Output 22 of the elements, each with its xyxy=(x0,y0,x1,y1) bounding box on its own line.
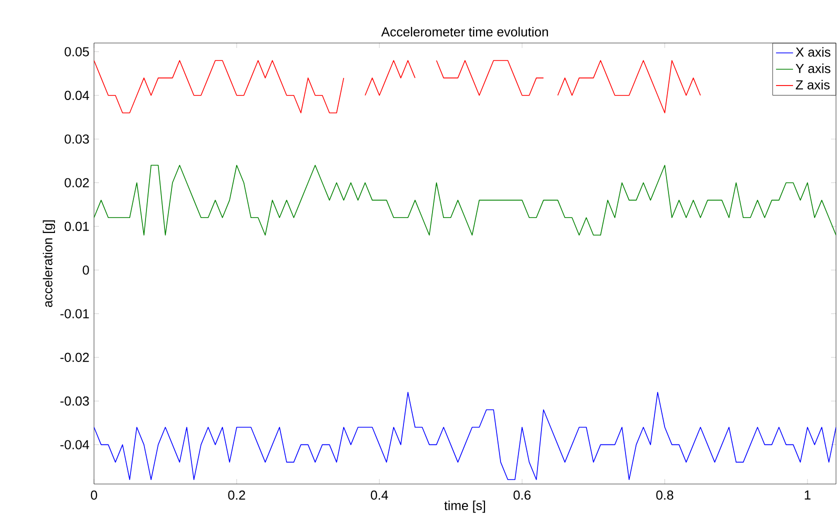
x-tick-label: 0.4 xyxy=(370,490,388,500)
y-tick-label: 0.01 xyxy=(64,222,89,231)
y-tick-label: 0 xyxy=(82,265,89,275)
y-tick-label: -0.01 xyxy=(60,309,89,318)
y-tick-label: 0.02 xyxy=(64,178,89,188)
x-tick-label: 0 xyxy=(90,490,98,500)
y-tick-label: -0.02 xyxy=(60,352,89,362)
y-axis-title: acceleration [g] xyxy=(42,220,55,308)
x-tick-label: 0.6 xyxy=(514,490,531,500)
x-tick-label: 0.2 xyxy=(228,490,246,500)
chart-title: Accelerometer time evolution xyxy=(381,26,548,36)
y-tick-label: 0.05 xyxy=(64,47,89,56)
x-tick-label: 1 xyxy=(804,490,810,500)
y-tick-label: -0.04 xyxy=(60,440,90,450)
legend-label: Y axis xyxy=(796,64,830,74)
y-tick-label: 0.04 xyxy=(64,90,90,100)
x-tick-label: 0.8 xyxy=(656,490,674,500)
x-axis-title: time [s] xyxy=(444,500,486,513)
y-tick-label: -0.03 xyxy=(60,396,89,406)
legend-label: X axis xyxy=(796,47,830,57)
y-tick-label: 0.03 xyxy=(64,134,89,144)
legend-label: Z axis xyxy=(796,80,830,90)
